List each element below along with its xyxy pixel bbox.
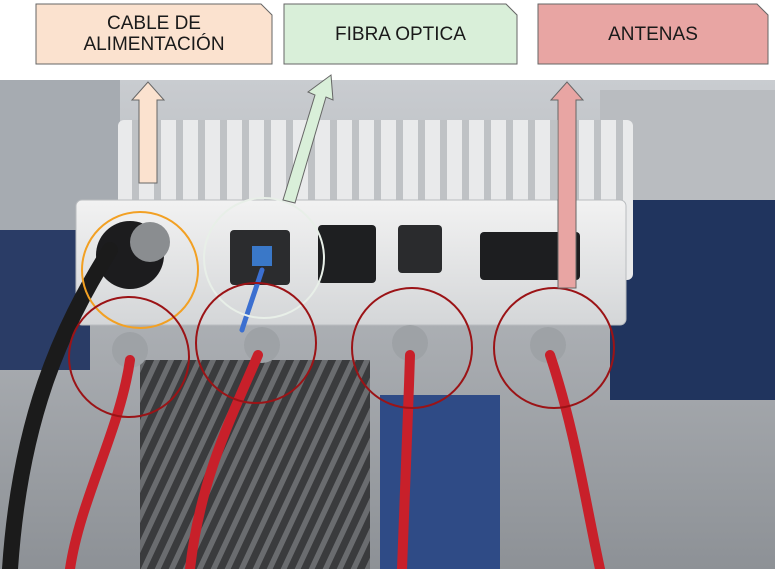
antenna-highlight-circle-1 [68,296,190,418]
fiber-connector [252,246,272,266]
cables [2,242,605,569]
port-small [398,225,442,273]
antenna-highlight-circle-3 [351,287,473,409]
antenna-highlight-circle-4 [493,287,615,409]
antenna-connectors [112,325,566,368]
power-connector-shell [130,222,170,262]
fiber-optic-label: FIBRA OPTICA [283,3,518,65]
antennas-label: ANTENAS [537,3,769,65]
antenna-highlight-circle-2 [195,282,317,404]
fiber-optic-label-text: FIBRA OPTICA [335,23,466,45]
port-wide [480,232,580,280]
power-arrow [130,81,166,184]
power-cable-label: CABLE DE ALIMENTACIÓN [35,3,273,65]
power-highlight-circle [81,211,199,329]
antennas-label-text: ANTENAS [608,23,698,45]
port-cover [318,225,376,283]
blue-panel-right [610,200,775,400]
lower-heatsink [140,360,370,569]
antenna-arrow [549,81,585,289]
fiber-arrow [282,74,334,204]
power-cable-label-text: CABLE DE ALIMENTACIÓN [83,13,225,55]
fiber-highlight-circle [203,197,325,319]
